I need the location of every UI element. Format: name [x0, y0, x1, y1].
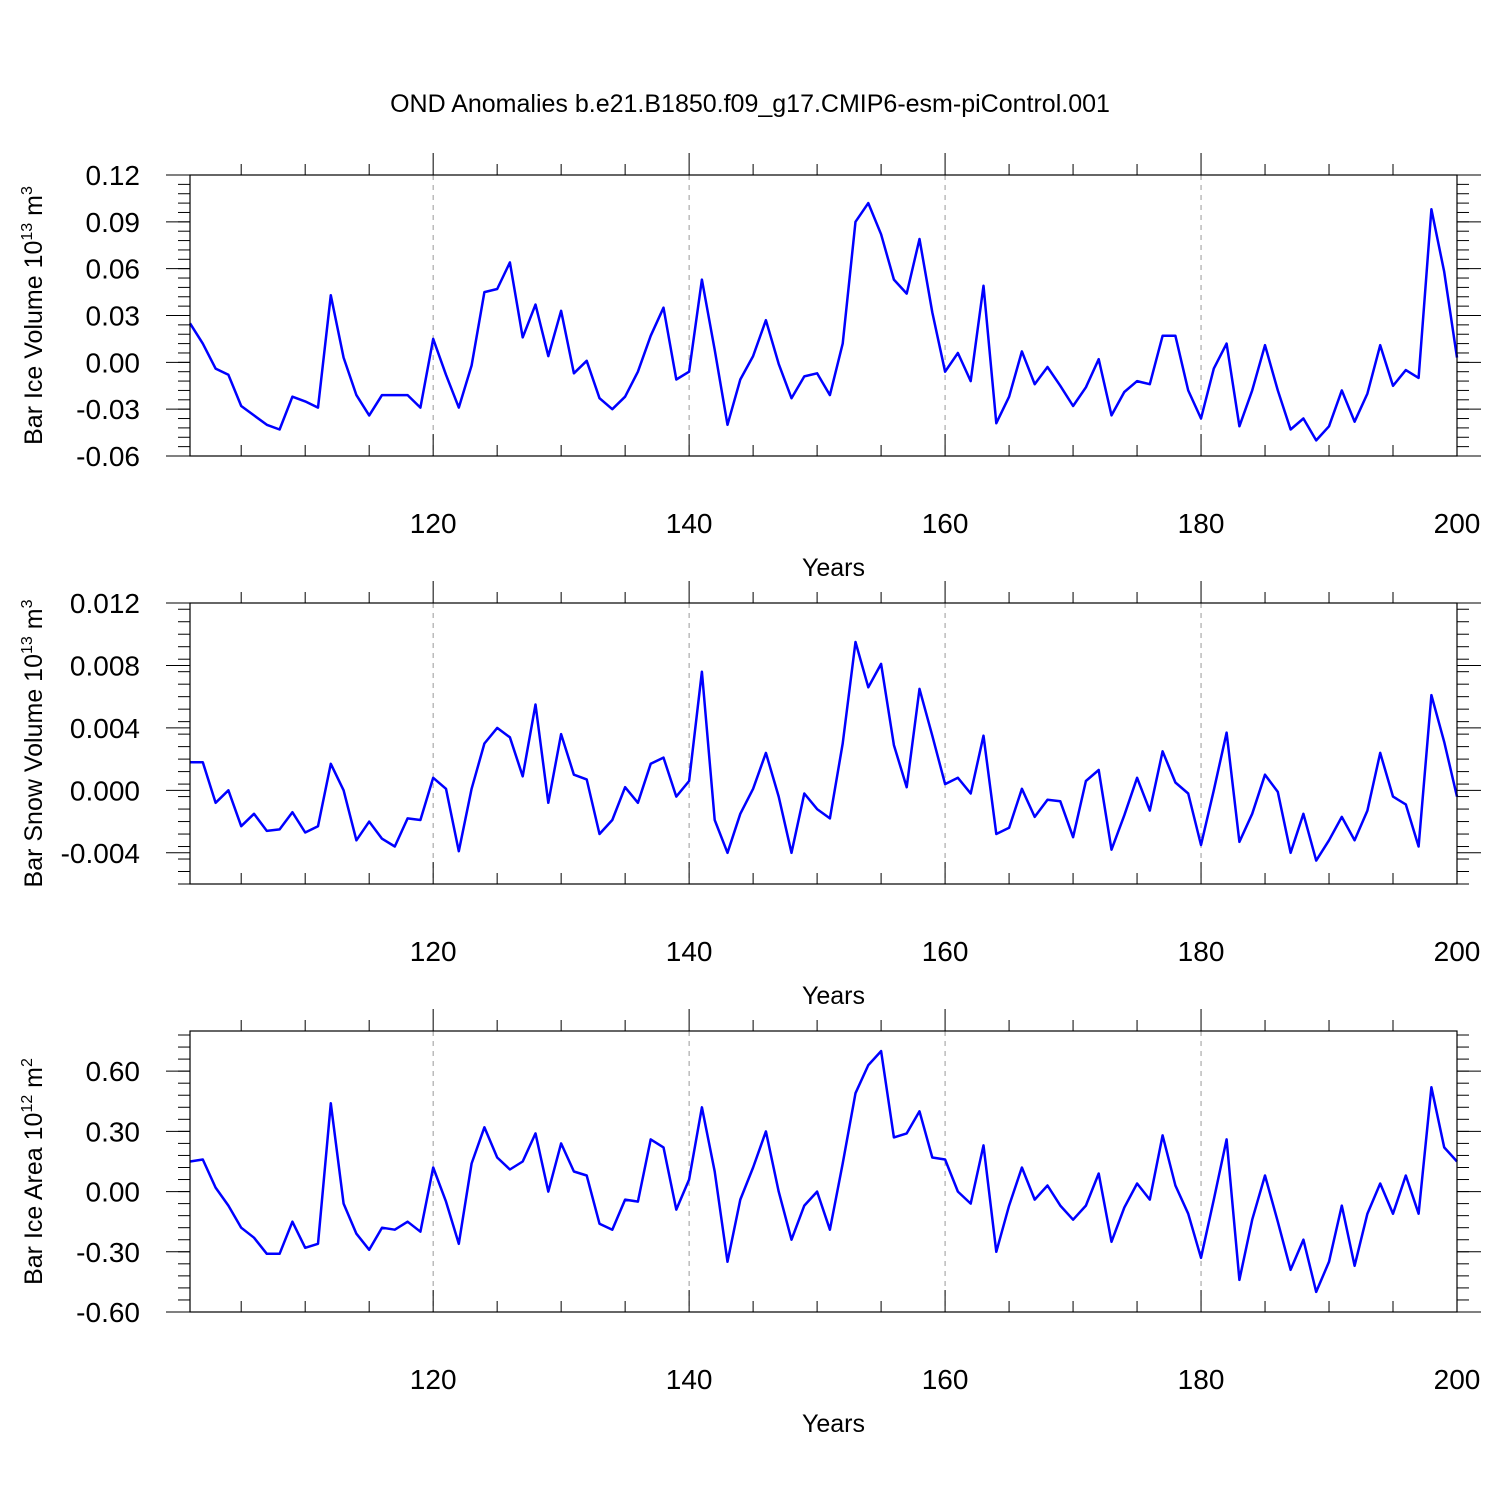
x-tick-label: 160	[922, 1364, 969, 1395]
panels-group: -0.06 -0.03 0.00 0.03 0.06 0.09 0.12 120 140 160 1…	[19, 153, 1481, 1438]
series-line	[189, 1049, 1458, 1294]
plot-frame	[189, 1030, 1458, 1313]
y-tick-label: -0.06	[76, 441, 140, 472]
y-axis-label-unit: m	[20, 608, 48, 636]
y-axis-label-exponent: 13	[19, 223, 36, 241]
y-axis-label-unit-exponent: 3	[19, 599, 36, 608]
panel-2: -0.004 0.000 0.004 0.008 0.012 120 140 160 180 20…	[19, 581, 1481, 1010]
x-tick-label: 140	[666, 936, 713, 967]
y-axis-label: Bar Snow Volume 1013 m3	[19, 599, 48, 887]
y-tick-label: 0.012	[70, 588, 140, 619]
x-tick-label: 140	[666, 508, 713, 539]
y-tick-label: 0.30	[86, 1116, 141, 1147]
panel-1: -0.06 -0.03 0.00 0.03 0.06 0.09 0.12 120 140 160 1…	[19, 153, 1481, 582]
y-axis-label-unit-exponent: 3	[19, 186, 36, 195]
y-tick-label: 0.008	[70, 650, 140, 681]
x-tick-label: 160	[922, 936, 969, 967]
x-tick-label: 120	[410, 508, 457, 539]
y-axis-label-unit: m	[20, 1067, 48, 1095]
y-tick-label: -0.30	[76, 1237, 140, 1268]
x-tick-label: 200	[1434, 936, 1481, 967]
x-tick-label: 160	[922, 508, 969, 539]
y-axis-label-base: Bar Snow Volume 10	[20, 654, 48, 887]
y-tick-label: 0.60	[86, 1056, 141, 1087]
plot-frame	[189, 174, 1458, 457]
y-tick-label: 0.000	[70, 775, 140, 806]
y-tick-label: -0.03	[76, 394, 140, 425]
series-line	[188, 201, 1459, 442]
y-axis-label: Bar Ice Area 1012 m2	[19, 1058, 48, 1285]
y-axis-label: Bar Ice Volume 1013 m3	[19, 186, 48, 445]
x-axis-label: Years	[802, 982, 865, 1010]
y-axis-label-base: Bar Ice Volume 10	[20, 241, 48, 445]
y-axis-label-exponent: 12	[19, 1095, 36, 1113]
series-line	[190, 640, 1459, 862]
x-tick-label: 180	[1178, 508, 1225, 539]
x-tick-label: 200	[1434, 1364, 1481, 1395]
y-tick-label: 0.12	[86, 160, 141, 191]
x-tick-label: 200	[1434, 508, 1481, 539]
plot-frame	[189, 602, 1458, 885]
y-tick-label: -0.60	[76, 1297, 140, 1328]
panel-3: -0.60 -0.30 0.00 0.30 0.60 120 140 160 180 200 Yea…	[19, 1009, 1481, 1438]
x-tick-label: 140	[666, 1364, 713, 1395]
y-axis-label-unit: m	[20, 195, 48, 223]
y-tick-label: 0.00	[86, 347, 141, 378]
chart-title: OND Anomalies b.e21.B1850.f09_g17.CMIP6-…	[390, 90, 1110, 118]
y-axis-label-exponent: 13	[19, 636, 36, 654]
y-tick-label: 0.03	[86, 301, 141, 332]
x-axis-label: Years	[802, 554, 865, 582]
x-tick-label: 180	[1178, 936, 1225, 967]
y-axis-label-base: Bar Ice Area 10	[20, 1113, 48, 1285]
y-axis-label-unit-exponent: 2	[19, 1058, 36, 1067]
y-tick-label: -0.004	[61, 838, 140, 869]
x-tick-label: 180	[1178, 1364, 1225, 1395]
y-tick-label: 0.00	[86, 1177, 141, 1208]
x-axis-label: Years	[802, 1410, 865, 1438]
x-tick-label: 120	[410, 1364, 457, 1395]
y-tick-label: 0.004	[70, 713, 140, 744]
y-tick-label: 0.09	[86, 207, 141, 238]
y-tick-label: 0.06	[86, 254, 141, 285]
x-tick-label: 120	[410, 936, 457, 967]
